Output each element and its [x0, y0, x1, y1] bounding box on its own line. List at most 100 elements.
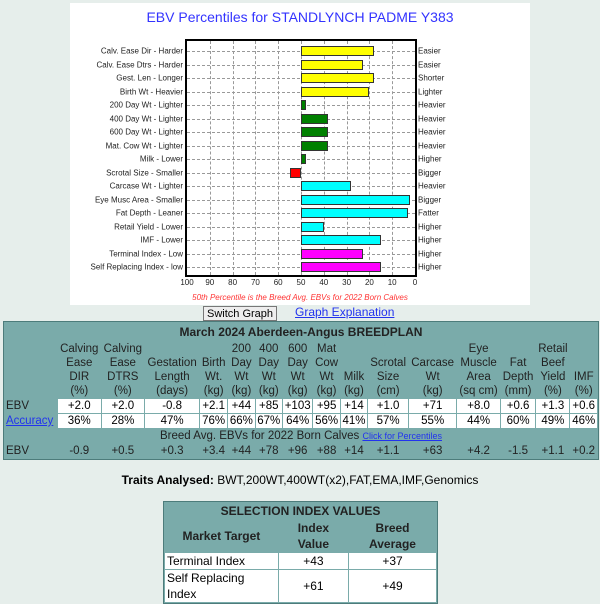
- tick-label: 0: [412, 278, 418, 287]
- tick-label: 40: [319, 278, 329, 287]
- graph-explanation-link[interactable]: Graph Explanation: [295, 305, 395, 319]
- value-cell: +14: [340, 444, 368, 458]
- selection-header: Index Value: [278, 520, 348, 552]
- row-label-left: 600 Day Wt - Lighter: [109, 127, 183, 137]
- bar: [301, 59, 363, 70]
- row-label-left: Milk - Lower: [139, 154, 183, 164]
- value-cell: +8.0: [457, 399, 500, 413]
- breed-avg-title: Breed Avg. EBVs for 2022 Born Calves: [160, 430, 360, 442]
- tick-label: 10: [387, 278, 397, 287]
- value-cell: +95: [313, 399, 340, 413]
- row-label-left: Self Replacing Index - low: [90, 262, 184, 272]
- row-label-left: Birth Wt - Heavier: [119, 87, 183, 96]
- bar: [301, 181, 352, 191]
- gridline-horizontal: [187, 172, 415, 174]
- selection-row: Self Replacing Index +61 +49: [165, 570, 436, 602]
- row-label-left: Terminal Index - Low: [109, 249, 183, 258]
- breed-ebv-label: EBV: [5, 444, 57, 458]
- column-header: Birth Wt. (kg): [200, 342, 228, 398]
- value-cell: 56%: [313, 414, 340, 428]
- value-cell: 46%: [570, 414, 597, 428]
- row-label-left: Eye Musc Area - Smaller: [94, 195, 183, 204]
- traits-label: Traits Analysed:: [121, 473, 214, 487]
- row-label-right: Heavier: [418, 100, 446, 110]
- row-label-left: Calv. Ease Dtrs - Harder: [96, 60, 183, 69]
- selection-title: SELECTION INDEX VALUES: [165, 503, 436, 519]
- value-cell: +1.3: [536, 399, 570, 413]
- value-cell: -0.9: [57, 444, 101, 458]
- row-label-left: Scrotal Size - Smaller: [106, 168, 183, 177]
- bar: [301, 235, 381, 245]
- value-cell: 28%: [101, 414, 145, 428]
- selection-header: Breed Average: [349, 520, 436, 552]
- value-cell: +1.1: [536, 444, 570, 458]
- accuracy-link[interactable]: Accuracy: [6, 415, 54, 427]
- column-header: Milk (kg): [340, 342, 368, 398]
- bar: [301, 86, 370, 97]
- value-cell: +0.3: [145, 444, 200, 458]
- row-label-left: Mat. Cow Wt - Lighter: [105, 141, 183, 150]
- value-cell: 57%: [368, 414, 409, 428]
- gridline-vertical: [232, 41, 234, 275]
- value-cell: +63: [409, 444, 457, 458]
- selection-cell: +37: [349, 553, 436, 569]
- column-header: 400 Day Wt (kg): [255, 342, 282, 398]
- switch-graph-button[interactable]: Switch Graph: [203, 306, 277, 321]
- row-label-left: Retail Yield - Lower: [114, 222, 183, 231]
- breed-ebv-row: EBV -0.9 +0.5 +0.3 +3.4 +44 +78 +96 +88 +14 +1.1 +6…: [5, 444, 597, 458]
- bar: [301, 113, 329, 124]
- selection-row: Terminal Index +43 +37: [165, 553, 436, 569]
- column-header: Scrotal Size (cm): [368, 342, 409, 398]
- row-label-right: Easier: [418, 60, 441, 69]
- table-title: March 2024 Aberdeen-Angus BREEDPLAN: [5, 323, 597, 341]
- tick-label: 50: [296, 278, 306, 287]
- row-label-left: Gest. Len - Longer: [116, 73, 183, 83]
- value-cell: +44: [228, 444, 255, 458]
- column-header: Mat Cow Wt (kg): [313, 342, 340, 398]
- chart-footnote: 50th Percentile is the Breed Avg. EBVs f…: [192, 293, 408, 302]
- breedplan-table: March 2024 Aberdeen-Angus BREEDPLAN Calv…: [3, 321, 599, 460]
- column-header: IMF (%): [570, 342, 597, 398]
- row-label-right: Lighter: [418, 87, 443, 96]
- tick-label: 70: [250, 278, 260, 287]
- value-cell: +0.5: [101, 444, 145, 458]
- selection-cell: +43: [278, 553, 348, 569]
- value-cell: 67%: [255, 414, 282, 428]
- value-cell: 64%: [282, 414, 313, 428]
- value-cell: +103: [282, 399, 313, 413]
- selection-cell: +61: [278, 570, 348, 602]
- value-cell: 41%: [340, 414, 368, 428]
- click-for-percentiles-link[interactable]: Click for Percentiles: [362, 431, 442, 441]
- gridline-vertical: [392, 41, 394, 275]
- row-label-right: Heavier: [418, 181, 446, 191]
- row-label-left: 200 Day Wt - Lighter: [109, 100, 183, 110]
- value-cell: +1.1: [368, 444, 409, 458]
- value-cell: +96: [282, 444, 313, 458]
- value-cell: +0.6: [500, 399, 536, 413]
- value-cell: 36%: [57, 414, 101, 428]
- column-header: Fat Depth (mm): [500, 342, 536, 398]
- value-cell: +88: [313, 444, 340, 458]
- accuracy-row: Accuracy 36% 28% 47% 76% 66% 67% 64% 56% 41% 57% 55…: [5, 414, 597, 428]
- row-label-left: Fat Depth - Leaner: [115, 208, 183, 218]
- chart-title: EBV Percentiles for STANDLYNCH PADME Y38…: [146, 9, 454, 25]
- bar: [301, 46, 374, 56]
- gridline-vertical: [323, 41, 325, 275]
- bar: [301, 73, 374, 83]
- selection-cell: Self Replacing Index: [165, 570, 278, 602]
- tick-label: 20: [364, 278, 374, 287]
- row-label-left: 400 Day Wt - Lighter: [109, 114, 183, 123]
- row-label-right: Bigger: [418, 195, 442, 204]
- column-header: Gestation Length (days): [145, 342, 200, 398]
- row-label-right: Heavier: [418, 141, 446, 150]
- row-label-left: IMF - Lower: [140, 235, 183, 245]
- gridline-vertical: [346, 41, 348, 275]
- bar: [301, 100, 306, 110]
- value-cell: +71: [409, 399, 457, 413]
- bar: [301, 221, 324, 232]
- value-cell: +78: [255, 444, 282, 458]
- row-label-right: Higher: [418, 235, 442, 245]
- value-cell: +2.1: [200, 399, 228, 413]
- gridline-vertical: [255, 41, 257, 275]
- row-label-right: Heavier: [418, 114, 446, 123]
